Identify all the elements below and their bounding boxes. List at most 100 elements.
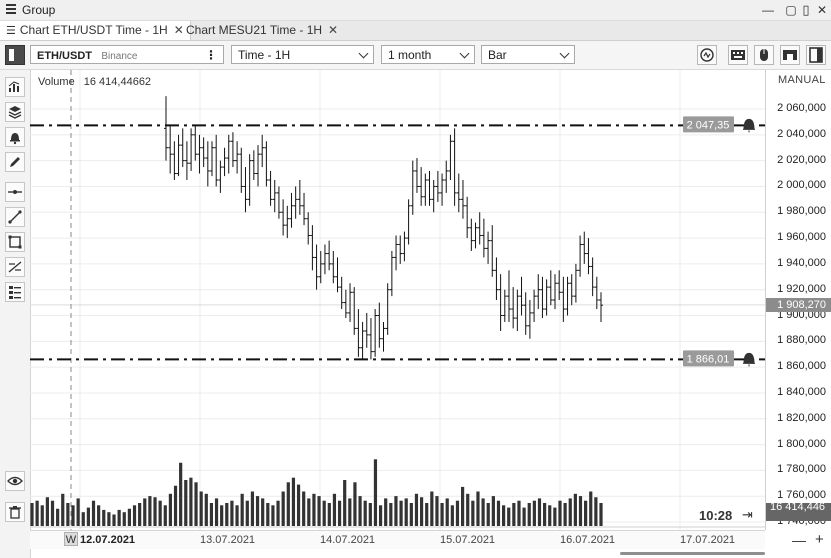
time-axis[interactable]: W 12.07.2021 13.07.2021 14.07.2021 15.07… — [30, 530, 765, 549]
volume-bar — [455, 500, 460, 526]
scale-mode-label[interactable]: MANUAL — [778, 74, 826, 86]
more-icon[interactable]: ⋮ — [205, 48, 217, 62]
volume-bar — [194, 482, 198, 526]
period-select[interactable]: 1 month — [381, 45, 475, 64]
price-chart[interactable]: 2 047,35 1 866,01 — [30, 70, 765, 530]
panel-toggle-icon[interactable] — [5, 45, 25, 65]
close-icon[interactable]: ✕ — [328, 23, 339, 37]
chevron-down-icon — [358, 48, 369, 59]
volume-bar — [445, 498, 449, 526]
keyboard-icon[interactable] — [728, 45, 748, 65]
close-icon[interactable]: ✕ — [816, 3, 828, 17]
clock: 10:28 — [699, 508, 733, 523]
price-label: 1 980,000 — [777, 205, 826, 218]
maximize-icon[interactable]: ▢ — [785, 3, 797, 17]
time-label: 14.07.2021 — [320, 534, 376, 546]
volume-bar — [245, 500, 249, 526]
trend-line-icon[interactable] — [5, 207, 25, 227]
volume-bar — [86, 507, 90, 526]
volume-bar — [343, 480, 347, 526]
volume-bar — [102, 509, 106, 526]
volume-bar — [532, 500, 536, 526]
volume-bar — [450, 505, 454, 526]
volume-bar — [466, 493, 470, 526]
tab-label: Chart MESU21 Time - 1H — [186, 23, 323, 37]
indicator-icon[interactable] — [697, 45, 717, 65]
svg-text:2 047,35: 2 047,35 — [687, 119, 730, 131]
volume-bar — [148, 496, 152, 526]
undock-icon[interactable]: ▯ — [802, 2, 810, 17]
period-value: 1 month — [388, 48, 432, 62]
volume-bar — [584, 500, 588, 526]
volume-bar — [81, 512, 85, 526]
tab-chart-mesu21[interactable]: Chart MESU21 Time - 1H ✕ — [180, 21, 344, 40]
volume-bar — [348, 498, 352, 526]
alert-bell-icon[interactable] — [743, 352, 755, 367]
price-label: 2 060,000 — [777, 102, 826, 114]
side-panel-icon[interactable] — [806, 45, 826, 65]
zoom-in-icon[interactable]: + — [815, 531, 824, 548]
volume-bar — [419, 497, 424, 526]
volume-bar — [199, 491, 203, 526]
title-bar: Group — ▢ ▯ ✕ — [0, 0, 831, 21]
alert-badge-low[interactable]: 1 866,01 — [683, 350, 734, 367]
volume-bar — [486, 503, 490, 526]
price-scale[interactable]: 2 060,000 2 040,000 2 020,000 2 000,000 1 98… — [765, 70, 831, 530]
rectangle-icon[interactable] — [5, 232, 25, 252]
volume-bar — [327, 503, 331, 526]
volume-bar — [358, 496, 362, 526]
volume-bar — [594, 497, 598, 526]
alert-bell-icon[interactable] — [5, 127, 25, 147]
volume-bar — [276, 500, 280, 526]
menu-icon[interactable] — [6, 3, 18, 15]
layers-icon[interactable] — [5, 102, 25, 122]
trash-icon[interactable] — [5, 502, 25, 522]
volume-bar — [307, 498, 311, 526]
volume-bar — [143, 498, 147, 526]
timeframe-select[interactable]: Time - 1H — [231, 45, 374, 64]
volume-bar — [389, 503, 393, 526]
symbol-selector[interactable]: ETH/USDT Binance ⋮ — [30, 45, 224, 64]
symbol-name: ETH/USDT — [37, 50, 92, 62]
volume-bar — [404, 498, 408, 526]
volume-bar — [153, 497, 157, 526]
volume-bar — [71, 505, 75, 526]
volume-bar — [163, 505, 167, 526]
alert-bell-icon[interactable] — [743, 118, 755, 133]
volume-bar — [117, 509, 121, 526]
time-label: 13.07.2021 — [200, 534, 256, 546]
price-label: 1 880,000 — [777, 334, 826, 347]
chevron-down-icon — [459, 48, 470, 59]
fibonacci-icon[interactable] — [5, 257, 25, 277]
indicators-icon[interactable] — [5, 77, 25, 97]
volume-bar — [209, 503, 214, 526]
current-price-badge: 1 908,270 — [766, 297, 831, 312]
volume-bar — [522, 507, 526, 526]
layout-icon[interactable] — [780, 45, 800, 65]
pencil-icon[interactable] — [5, 152, 25, 172]
tab-bar: ☰ Chart ETH/USDT Time - 1H ✕ Chart MESU21 … — [0, 21, 831, 41]
volume-bar — [481, 498, 485, 526]
week-marker[interactable]: W — [64, 532, 78, 546]
tab-chart-eth[interactable]: ☰ Chart ETH/USDT Time - 1H ✕ — [0, 21, 191, 40]
alert-badge-high[interactable]: 2 047,35 — [683, 116, 734, 133]
volume-bar — [507, 507, 511, 526]
minimize-icon[interactable]: — — [762, 3, 774, 17]
chart-type-select[interactable]: Bar — [481, 45, 575, 64]
volume-bar — [225, 503, 229, 526]
volume-bar — [56, 508, 60, 526]
volume-bar — [250, 491, 255, 526]
volume-bar — [173, 485, 178, 526]
price-label: 1 780,000 — [777, 463, 826, 476]
scroll-to-end-icon[interactable]: ⇥ — [742, 507, 753, 522]
volume-bar — [312, 493, 316, 526]
volume-label: Volume — [38, 76, 75, 88]
close-icon[interactable]: ✕ — [173, 23, 184, 37]
eye-icon[interactable] — [5, 471, 25, 491]
horizontal-line-icon[interactable] — [5, 182, 25, 202]
mouse-icon[interactable] — [754, 45, 774, 65]
zoom-out-icon[interactable]: — — [792, 532, 806, 548]
horizontal-scrollbar[interactable] — [620, 552, 765, 555]
object-tree-icon[interactable] — [5, 282, 25, 302]
volume-bar — [235, 505, 239, 526]
